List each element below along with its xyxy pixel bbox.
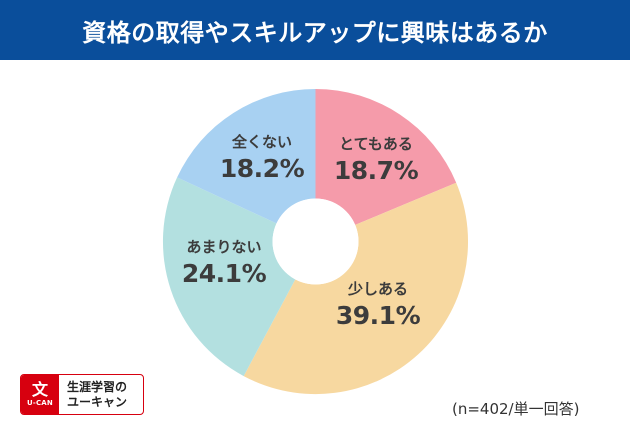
ucan-mark-icon: 文 (31, 380, 48, 399)
slice-name: とてもある (339, 135, 413, 153)
slice-label-amari-nai: あまりない 24.1% (181, 238, 267, 288)
slice-value: 18.2% (219, 154, 305, 183)
slice-mattaku-nai (177, 88, 316, 224)
sample-note: (n=402/単一回答) (452, 400, 580, 418)
slice-name: あまりない (186, 238, 262, 256)
slice-amari-nai (162, 177, 296, 377)
chart-title: 資格の取得やスキルアップに興味はあるか (82, 18, 548, 47)
chart-title-banner: 資格の取得やスキルアップに興味はあるか (0, 0, 630, 60)
logo-brand: U-CAN (26, 399, 53, 407)
slice-totemo-aru (315, 89, 457, 225)
slice-sukoshi-aru (243, 182, 469, 395)
slice-label-sukoshi-aru: 少しある 39.1% (335, 280, 421, 330)
ucan-logo: 文 U-CAN 生涯学習の ユーキャン (20, 374, 144, 415)
slice-name: 少しある (347, 280, 409, 298)
slice-name: 全くない (231, 133, 293, 151)
logo-line-1: 生涯学習の (67, 379, 128, 394)
slice-label-mattaku-nai: 全くない 18.2% (219, 133, 305, 183)
logo-mark-block: 文 U-CAN (21, 375, 59, 414)
slice-label-totemo-aru: とてもある 18.7% (333, 135, 419, 185)
logo-line-2: ユーキャン (67, 394, 128, 409)
slice-value: 18.7% (333, 156, 419, 185)
slice-value: 24.1% (181, 259, 267, 288)
slice-value: 39.1% (335, 301, 421, 330)
logo-text: 生涯学習の ユーキャン (59, 375, 143, 414)
donut-hole (272, 198, 359, 285)
